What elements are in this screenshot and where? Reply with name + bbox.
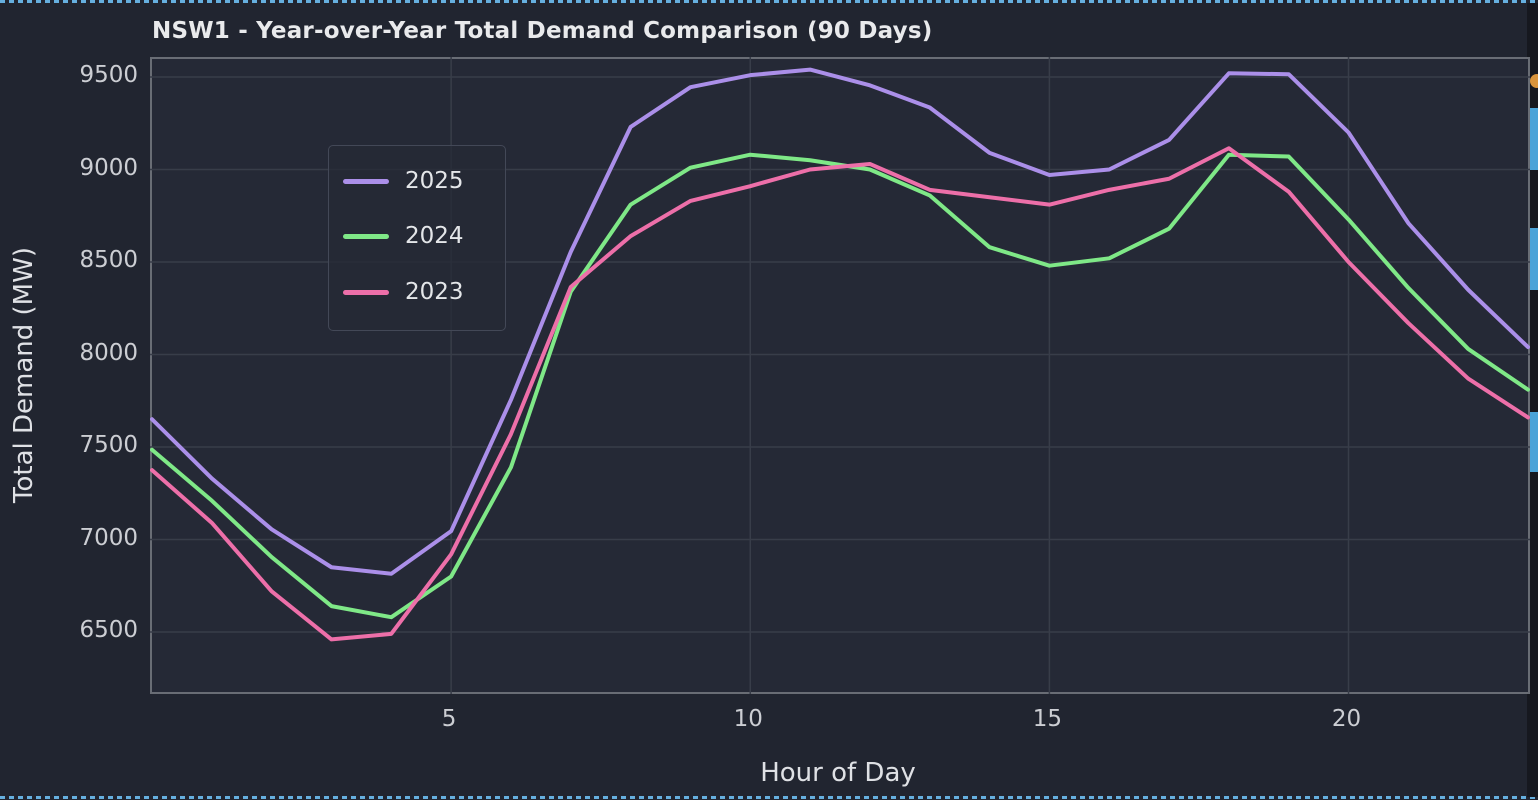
plot-area: 2025 2024 2023 (150, 57, 1530, 694)
scrollbar-mark[interactable] (1528, 412, 1538, 472)
legend-swatch-2024 (343, 233, 389, 239)
selection-border-bottom (0, 796, 1538, 799)
series-line-2025 (150, 67, 1530, 576)
y-tick-label: 7000 (79, 524, 138, 551)
y-tick-label: 9000 (79, 154, 138, 181)
legend-entry-2024: 2024 (343, 225, 464, 248)
chart-title: NSW1 - Year-over-Year Total Demand Compa… (152, 18, 933, 44)
series-line-2023 (150, 146, 1530, 642)
background-orange-dot (1530, 74, 1538, 88)
x-tick-label: 10 (733, 706, 763, 732)
background-window-strip (1527, 3, 1538, 797)
y-tick-label: 6500 (79, 617, 138, 643)
plot-canvas (150, 57, 1530, 694)
y-tick-label: 8000 (79, 339, 138, 366)
legend-swatch-2025 (343, 178, 389, 184)
legend-swatch-2023 (343, 289, 389, 295)
legend-entry-2023: 2023 (343, 281, 464, 304)
scrollbar-mark[interactable] (1528, 108, 1538, 170)
x-axis-label: Hour of Day (760, 758, 916, 788)
scrollbar-mark[interactable] (1528, 228, 1538, 290)
x-tick-label: 5 (441, 706, 457, 732)
y-tick-label: 7500 (79, 432, 138, 458)
x-tick-label: 15 (1032, 706, 1063, 732)
x-tick-label: 20 (1331, 706, 1362, 732)
legend-entry-2025: 2025 (343, 170, 464, 193)
legend-box: 2025 2024 2023 (328, 145, 506, 331)
y-tick-label: 8500 (79, 247, 138, 273)
y-tick-label: 9500 (79, 62, 138, 88)
selection-border-top (0, 0, 1538, 3)
